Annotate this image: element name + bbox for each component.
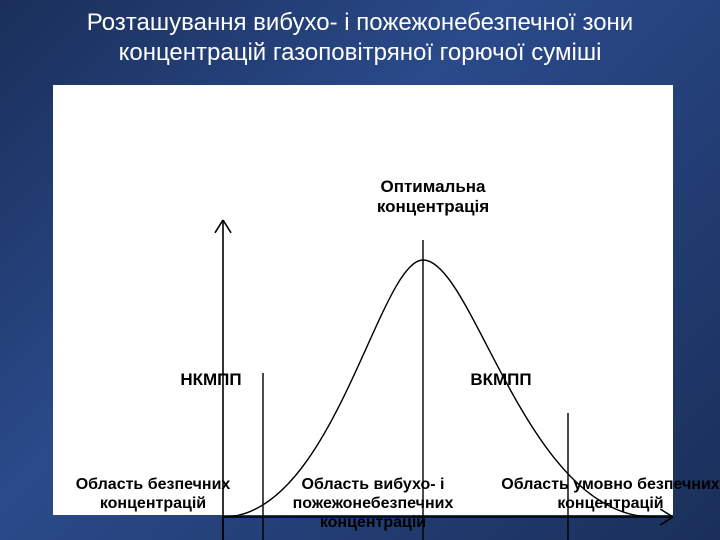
label-region-cond-safe: Область умовно безпечних концентрацій bbox=[488, 475, 720, 513]
slide: Розташування вибухо- і пожежонебезпечної… bbox=[0, 0, 720, 540]
diagram-svg bbox=[0, 0, 720, 540]
label-nkmpp: НКМПП bbox=[171, 370, 251, 390]
label-vkmpp: ВКМПП bbox=[461, 370, 541, 390]
label-region-danger: Область вибухо- і пожежонебезпечних конц… bbox=[268, 475, 478, 533]
label-optimal: Оптимальна концентрація bbox=[333, 177, 533, 218]
label-region-safe: Область безпечних концентрацій bbox=[53, 475, 253, 513]
